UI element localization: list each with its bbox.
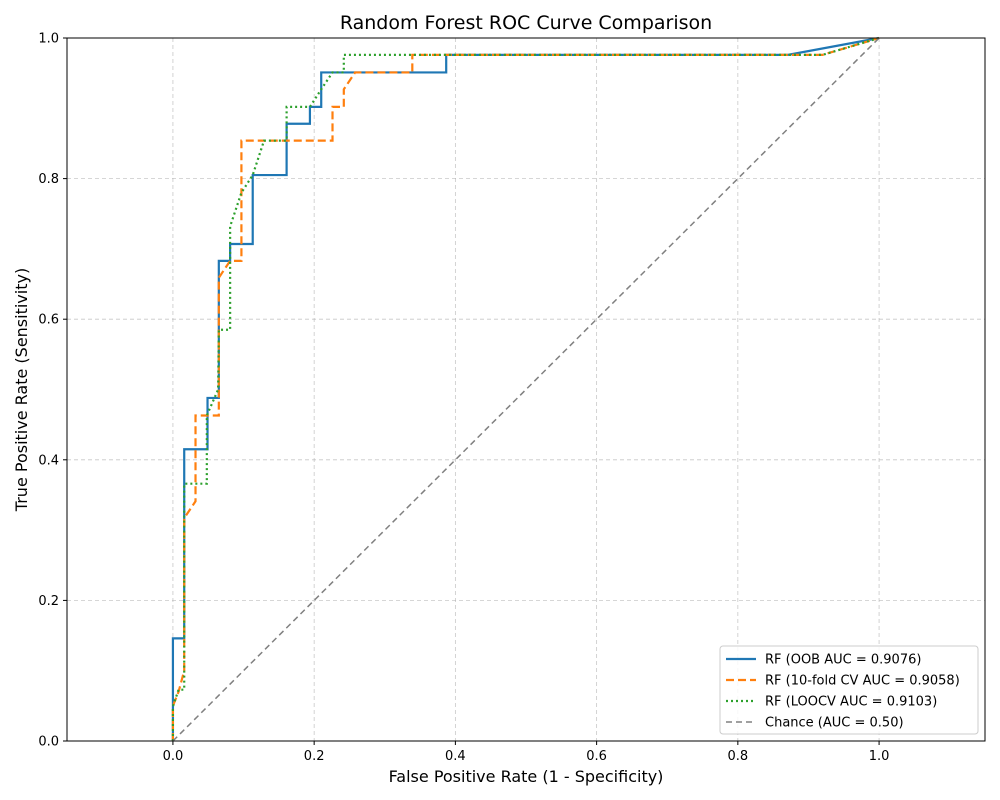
x-axis-title: False Positive Rate (1 - Specificity) xyxy=(389,767,664,786)
y-tick-label: 1.0 xyxy=(38,32,59,47)
legend-box xyxy=(719,645,979,735)
series-line-2 xyxy=(171,36,880,741)
x-tick-label: 0.0 xyxy=(163,749,184,764)
x-tick-label: 0.4 xyxy=(445,749,466,764)
x-tick-label: 0.2 xyxy=(304,749,325,764)
x-tick-label: 0.8 xyxy=(728,749,749,764)
x-tick-label: 1.0 xyxy=(869,749,890,764)
series-line-1 xyxy=(171,36,880,741)
y-tick-label: 0.2 xyxy=(38,594,59,609)
y-tick-label: 0.6 xyxy=(38,313,59,328)
legend-label: Chance (AUC = 0.50) xyxy=(765,716,904,731)
legend-label: RF (OOB AUC = 0.9076) xyxy=(765,653,921,668)
legend-label: RF (10-fold CV AUC = 0.9058) xyxy=(765,674,960,689)
series-lines xyxy=(171,36,880,742)
y-tick-label: 0.8 xyxy=(38,172,59,187)
legend-label: RF (LOOCV AUC = 0.9103) xyxy=(765,695,937,710)
plot-frame xyxy=(66,37,986,742)
y-tick-label: 0.0 xyxy=(38,735,59,750)
y-axis-title: True Positive Rate (Sensitivity) xyxy=(12,268,31,512)
series-line-4 xyxy=(172,37,880,742)
legend: RF (OOB AUC = 0.9076) RF (10-fold CV AUC … xyxy=(719,645,979,735)
chart-title: Random Forest ROC Curve Comparison xyxy=(340,12,712,34)
y-tick-label: 0.4 xyxy=(38,453,59,468)
axis-ticks: 0.0 0.2 0.4 0.6 0.8 1.0 0.0 0.2 0.4 0.6 0.8 1.0 xyxy=(38,32,889,765)
x-tick-label: 0.6 xyxy=(586,749,607,764)
